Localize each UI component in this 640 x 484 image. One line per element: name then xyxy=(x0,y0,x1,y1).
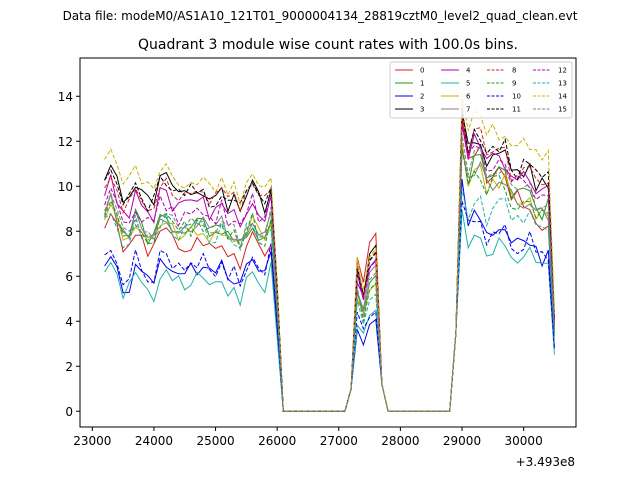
legend-label: 8 xyxy=(512,67,516,75)
legend-entry-13: 13 xyxy=(533,80,567,88)
axes-frame xyxy=(79,57,577,428)
legend-entry-3: 3 xyxy=(395,106,424,114)
legend-entry-5: 5 xyxy=(441,80,470,88)
legend-entry-0: 0 xyxy=(395,67,424,75)
y-tick-label: 10 xyxy=(58,180,73,194)
legend-label: 3 xyxy=(420,106,424,114)
figure-suptitle: Data file: modeM0/AS1A10_121T01_90000041… xyxy=(63,9,578,23)
y-tick-label: 8 xyxy=(65,225,73,239)
legend-label: 11 xyxy=(512,106,521,114)
legend-entry-6: 6 xyxy=(441,93,471,101)
chart-title: Quadrant 3 module wise count rates with … xyxy=(138,37,518,53)
x-tick-label: 29000 xyxy=(443,434,481,448)
y-tick-label: 4 xyxy=(65,315,73,329)
legend-entry-10: 10 xyxy=(487,93,521,101)
legend-entry-2: 2 xyxy=(395,93,424,101)
axes: 23000 24000 25000 26000 27000 28000 29000 30000… xyxy=(58,57,577,448)
legend-entry-9: 9 xyxy=(487,80,516,88)
series-line-15 xyxy=(104,133,555,412)
legend-label: 7 xyxy=(466,106,470,114)
legend-box xyxy=(389,61,573,119)
x-tick-label: 25000 xyxy=(196,434,234,448)
legend-entry-15: 15 xyxy=(533,106,567,114)
legend-label: 5 xyxy=(466,80,470,88)
x-tick-label: 24000 xyxy=(135,434,173,448)
legend-entry-7: 7 xyxy=(441,106,470,114)
legend-entry-8: 8 xyxy=(487,67,516,75)
legend-entry-1: 1 xyxy=(395,80,424,88)
x-offset-label: +3.493e8 xyxy=(516,455,575,469)
x-tick-label: 30000 xyxy=(505,434,543,448)
legend-entry-4: 4 xyxy=(441,67,471,75)
y-tick-label: 14 xyxy=(58,90,73,104)
legend-entry-11: 11 xyxy=(487,106,521,114)
plot-area xyxy=(104,94,555,412)
x-tick-label: 27000 xyxy=(320,434,358,448)
legend-entry-12: 12 xyxy=(533,67,567,75)
y-tick-label: 12 xyxy=(58,135,73,149)
y-tick-label: 6 xyxy=(65,270,73,284)
legend-label: 4 xyxy=(466,67,471,75)
legend-label: 10 xyxy=(512,93,521,101)
legend-label: 13 xyxy=(558,80,567,88)
y-tick-label: 0 xyxy=(65,405,73,419)
legend-entry-14: 14 xyxy=(533,93,567,101)
legend-label: 0 xyxy=(420,67,424,75)
legend-label: 2 xyxy=(420,93,424,101)
legend-label: 9 xyxy=(512,80,516,88)
legend-label: 15 xyxy=(558,106,567,114)
x-tick-label: 26000 xyxy=(258,434,296,448)
legend-label: 14 xyxy=(558,93,567,101)
y-tick-label: 2 xyxy=(65,360,73,374)
legend-label: 1 xyxy=(420,80,424,88)
legend-label: 6 xyxy=(466,93,471,101)
x-tick-label: 28000 xyxy=(381,434,419,448)
legend-label: 12 xyxy=(558,67,567,75)
x-tick-label: 23000 xyxy=(73,434,111,448)
